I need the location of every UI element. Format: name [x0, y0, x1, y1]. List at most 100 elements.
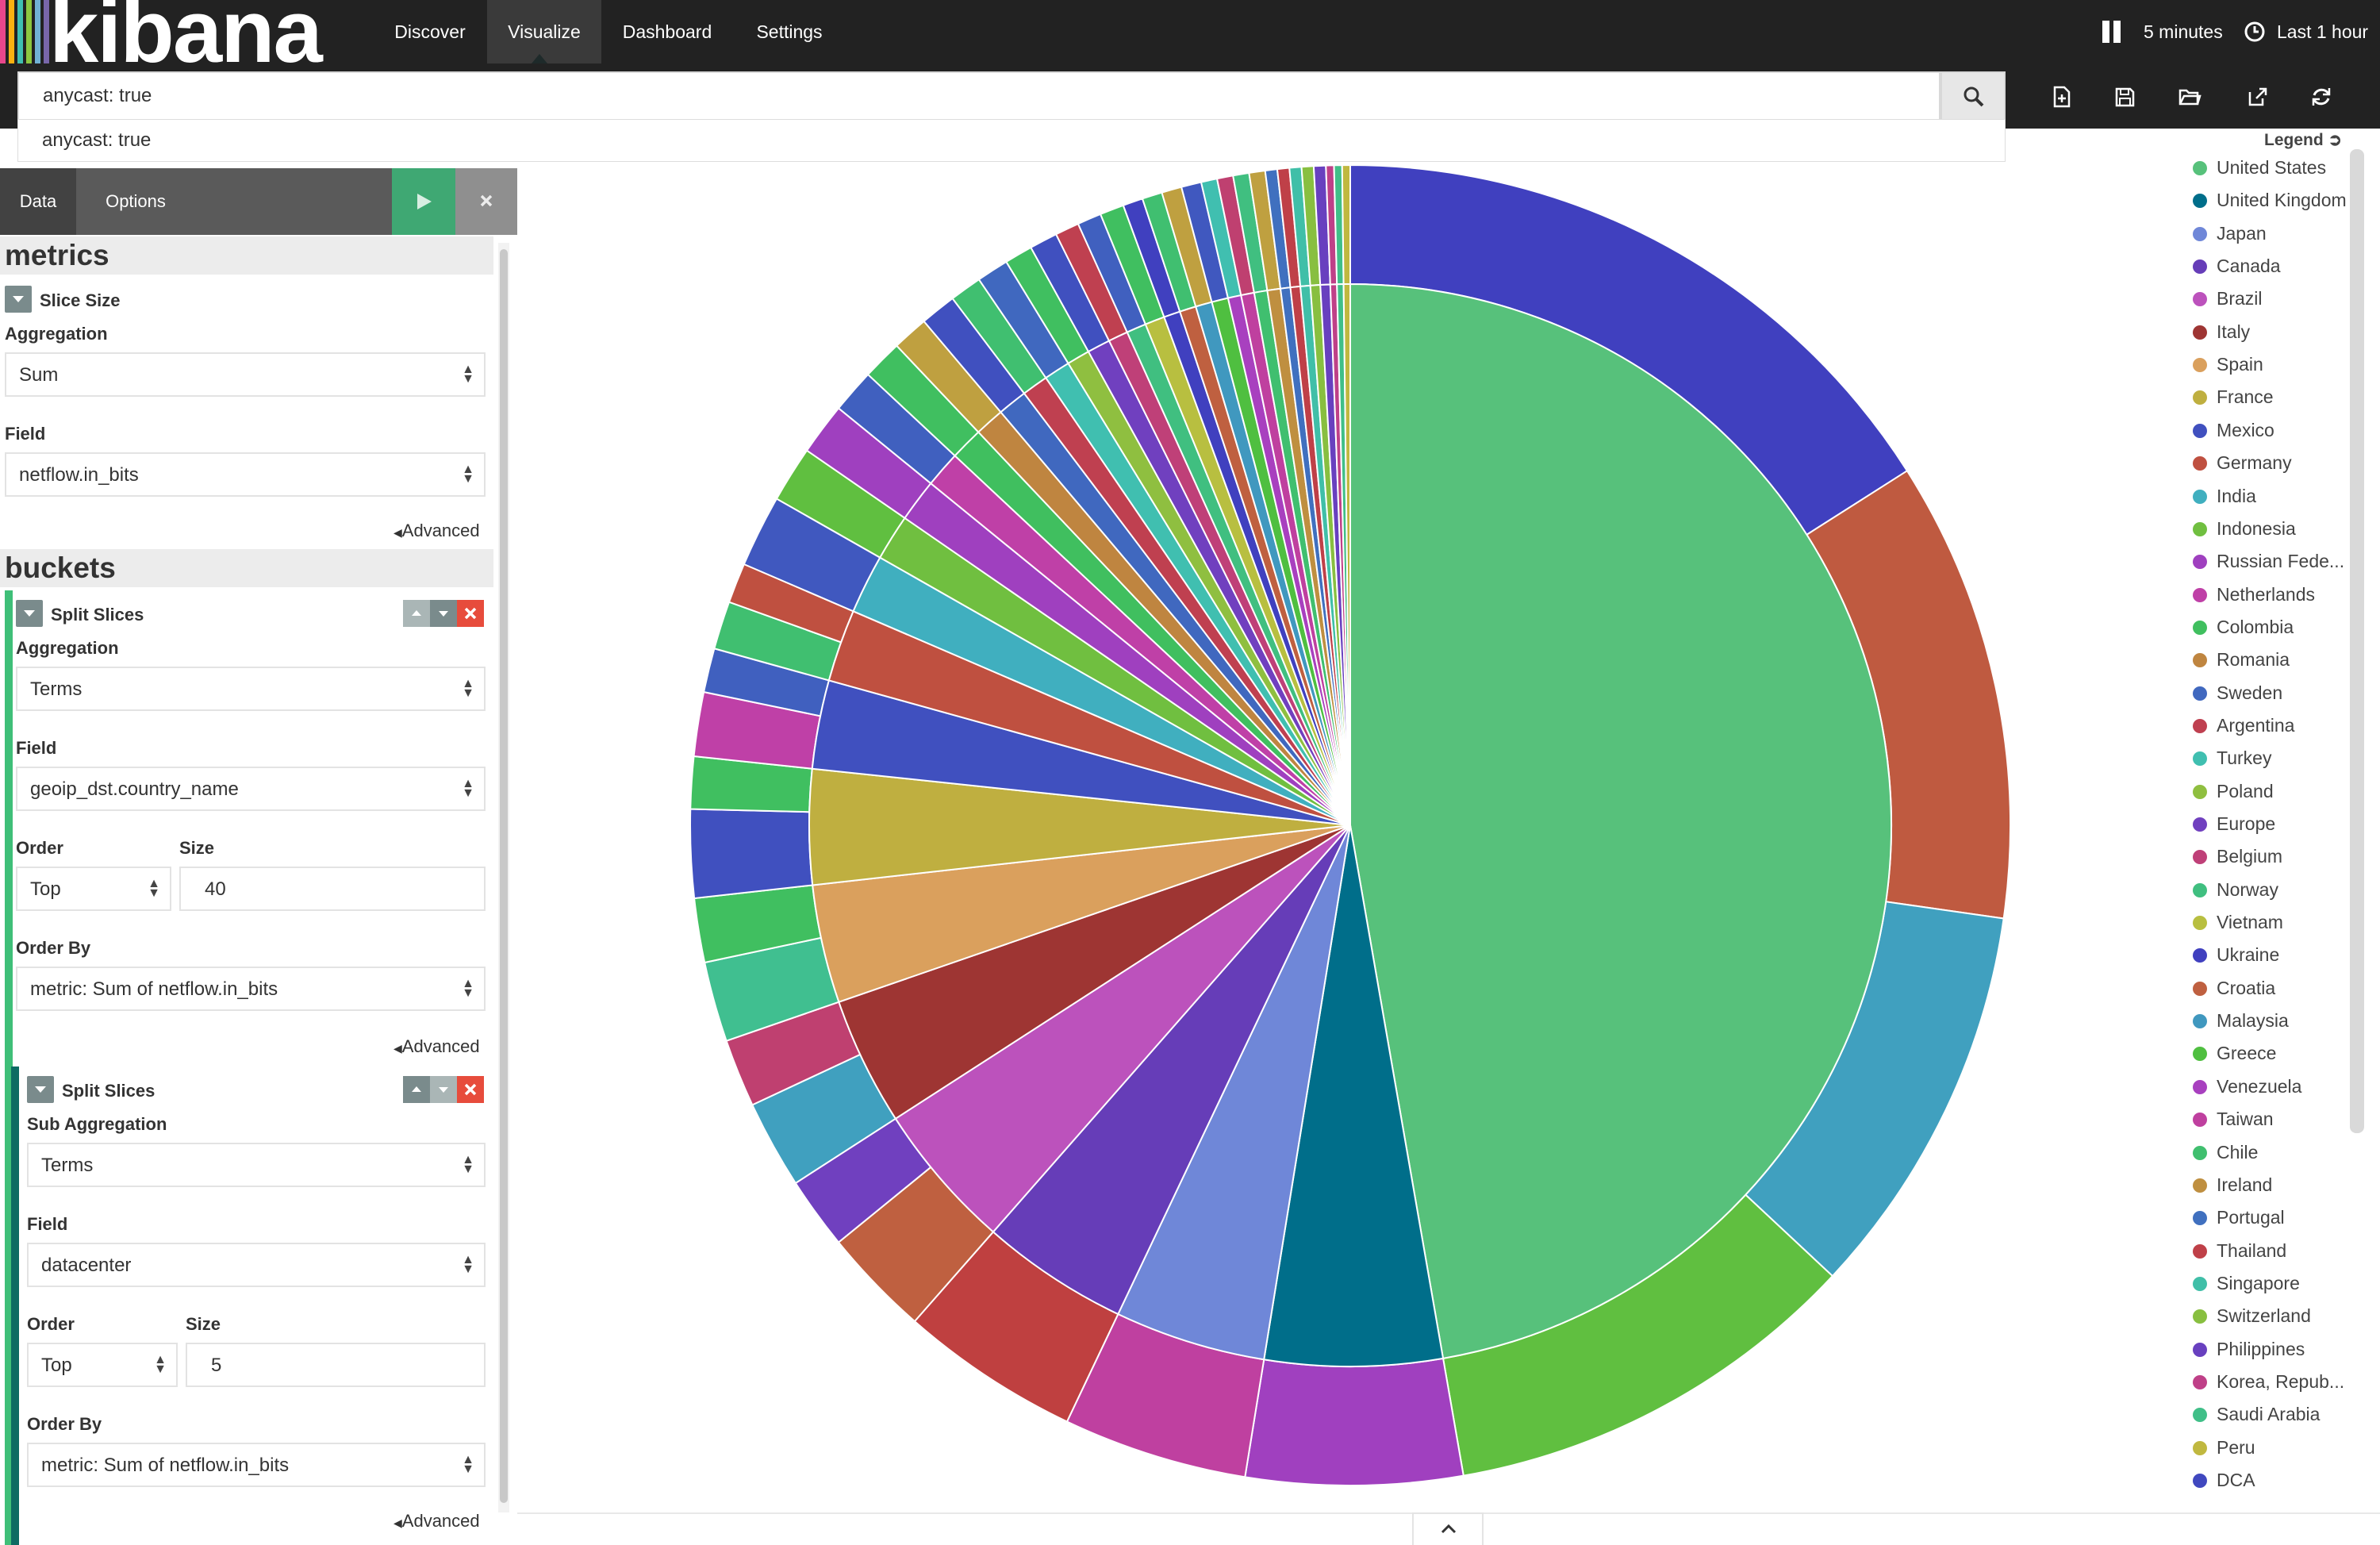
legend-item[interactable]: Ireland: [2193, 1174, 2272, 1196]
legend-item[interactable]: India: [2193, 486, 2256, 507]
legend-item[interactable]: Singapore: [2193, 1273, 2300, 1294]
legend-item[interactable]: Croatia: [2193, 978, 2275, 999]
outer-pie-slice[interactable]: [1244, 1357, 1464, 1486]
pause-icon[interactable]: [2102, 21, 2123, 43]
open-icon[interactable]: [2174, 81, 2205, 113]
legend-item[interactable]: Sweden: [2193, 682, 2282, 704]
spy-panel-toggle[interactable]: [1412, 1512, 1484, 1545]
tab-options[interactable]: Options: [106, 191, 166, 211]
inner-pie-slice[interactable]: [1263, 824, 1445, 1367]
legend-item[interactable]: Italy: [2193, 321, 2250, 343]
search-button[interactable]: [1940, 71, 2006, 121]
legend-item[interactable]: Taiwan: [2193, 1109, 2274, 1130]
legend-item[interactable]: Korea, Repub...: [2193, 1371, 2344, 1393]
clock-icon[interactable]: [2244, 21, 2266, 43]
legend-item[interactable]: Mexico: [2193, 420, 2274, 441]
legend-item[interactable]: Peru: [2193, 1437, 2255, 1459]
sub-aggregation-select[interactable]: Terms ▲ ▼: [27, 1143, 486, 1187]
legend-item[interactable]: Russian Fede...: [2193, 551, 2344, 572]
sub-field-select[interactable]: datacenter ▲ ▼: [27, 1243, 486, 1287]
order-by-select[interactable]: metric: Sum of netflow.in_bits ▲ ▼: [27, 1443, 486, 1487]
inner-pie-slice[interactable]: [894, 824, 1351, 1233]
bucket-field-select[interactable]: geoip_dst.country_name ▲ ▼: [16, 767, 486, 811]
size-input[interactable]: 5: [186, 1343, 486, 1387]
legend-item[interactable]: Vietnam: [2193, 912, 2283, 933]
refresh-icon[interactable]: [2305, 81, 2337, 113]
move-down-button[interactable]: [430, 600, 457, 627]
order-by-select[interactable]: metric: Sum of netflow.in_bits ▲ ▼: [16, 967, 486, 1011]
legend-item[interactable]: Belgium: [2193, 846, 2282, 867]
legend-item[interactable]: Canada: [2193, 256, 2281, 277]
legend-item[interactable]: Germany: [2193, 452, 2292, 474]
save-icon[interactable]: [2109, 81, 2140, 113]
time-range-label[interactable]: Last 1 hour: [2277, 21, 2369, 42]
search-input[interactable]: [43, 73, 1931, 119]
kibana-logo[interactable]: kibana: [49, 0, 323, 81]
inner-pie-slice[interactable]: [992, 824, 1351, 1316]
legend-item[interactable]: United States: [2193, 157, 2326, 179]
legend-item[interactable]: Thailand: [2193, 1240, 2286, 1262]
inner-pie-slice[interactable]: [1342, 282, 1351, 826]
remove-bucket-button[interactable]: [457, 1076, 484, 1103]
discard-changes-button[interactable]: [455, 168, 517, 235]
legend-item[interactable]: Argentina: [2193, 715, 2294, 736]
legend-item[interactable]: Colombia: [2193, 617, 2294, 638]
move-up-button[interactable]: [403, 600, 430, 627]
legend-item[interactable]: Chile: [2193, 1142, 2258, 1163]
advanced-toggle[interactable]: ◀Advanced: [393, 1036, 480, 1057]
metric-aggregation-select[interactable]: Sum ▲ ▼: [5, 352, 486, 397]
legend-item[interactable]: Saudi Arabia: [2193, 1404, 2320, 1425]
legend-item[interactable]: Poland: [2193, 781, 2274, 802]
legend-item[interactable]: Spain: [2193, 354, 2263, 375]
legend-item[interactable]: Indonesia: [2193, 518, 2296, 540]
outer-pie-slice[interactable]: [1341, 163, 1351, 286]
remove-bucket-button[interactable]: [457, 600, 484, 627]
share-icon[interactable]: [2242, 81, 2274, 113]
size-input[interactable]: 40: [179, 867, 486, 911]
legend-item[interactable]: Romania: [2193, 649, 2290, 671]
legend-scrollbar[interactable]: [2350, 149, 2364, 1133]
nav-settings[interactable]: Settings: [756, 21, 823, 42]
search-suggestion-item[interactable]: anycast: true: [42, 129, 152, 151]
order-select[interactable]: Top ▲ ▼: [16, 867, 171, 911]
advanced-toggle[interactable]: ◀Advanced: [393, 1511, 480, 1532]
advanced-toggle[interactable]: ◀Advanced: [393, 521, 480, 541]
inner-pie-slice[interactable]: [1117, 824, 1351, 1361]
legend-toggle[interactable]: Legend ➲: [2264, 130, 2342, 150]
outer-pie-slice[interactable]: [689, 808, 814, 900]
legend-item[interactable]: Switzerland: [2193, 1305, 2311, 1327]
apply-changes-button[interactable]: [392, 168, 455, 235]
legend-item[interactable]: Europe: [2193, 813, 2275, 835]
pie-chart[interactable]: [517, 160, 2183, 1545]
metric-field-select[interactable]: netflow.in_bits ▲ ▼: [5, 452, 486, 497]
legend-item[interactable]: Portugal: [2193, 1207, 2285, 1228]
collapse-toggle[interactable]: [27, 1076, 54, 1103]
legend-item[interactable]: Brazil: [2193, 288, 2263, 309]
nav-visualize[interactable]: Visualize: [487, 0, 601, 63]
legend-item[interactable]: Venezuela: [2193, 1076, 2301, 1097]
refresh-interval-label[interactable]: 5 minutes: [2144, 21, 2223, 42]
editor-scrollbar-thumb[interactable]: [500, 249, 508, 1503]
collapse-toggle[interactable]: [16, 600, 43, 627]
collapse-toggle[interactable]: [5, 286, 32, 313]
legend-item[interactable]: Netherlands: [2193, 584, 2315, 605]
new-visualization-icon[interactable]: [2045, 81, 2077, 113]
legend-item[interactable]: DCA: [2193, 1470, 2255, 1491]
bucket-aggregation-select[interactable]: Terms ▲ ▼: [16, 667, 486, 711]
inner-pie-slice[interactable]: [1349, 282, 1892, 1360]
legend-item[interactable]: Philippines: [2193, 1339, 2305, 1360]
legend-item[interactable]: Greece: [2193, 1043, 2276, 1064]
move-down-button[interactable]: [430, 1076, 457, 1103]
legend-item[interactable]: Ukraine: [2193, 944, 2279, 966]
tab-data[interactable]: Data: [0, 168, 76, 235]
nav-discover[interactable]: Discover: [394, 21, 466, 42]
order-select[interactable]: Top ▲ ▼: [27, 1343, 178, 1387]
nav-dashboard[interactable]: Dashboard: [622, 21, 712, 42]
legend-item[interactable]: United Kingdom: [2193, 190, 2347, 211]
legend-item[interactable]: Japan: [2193, 223, 2267, 244]
move-up-button[interactable]: [403, 1076, 430, 1103]
legend-item[interactable]: Malaysia: [2193, 1010, 2289, 1032]
legend-item[interactable]: Norway: [2193, 879, 2278, 901]
legend-item[interactable]: Turkey: [2193, 748, 2271, 769]
legend-item[interactable]: France: [2193, 386, 2274, 408]
